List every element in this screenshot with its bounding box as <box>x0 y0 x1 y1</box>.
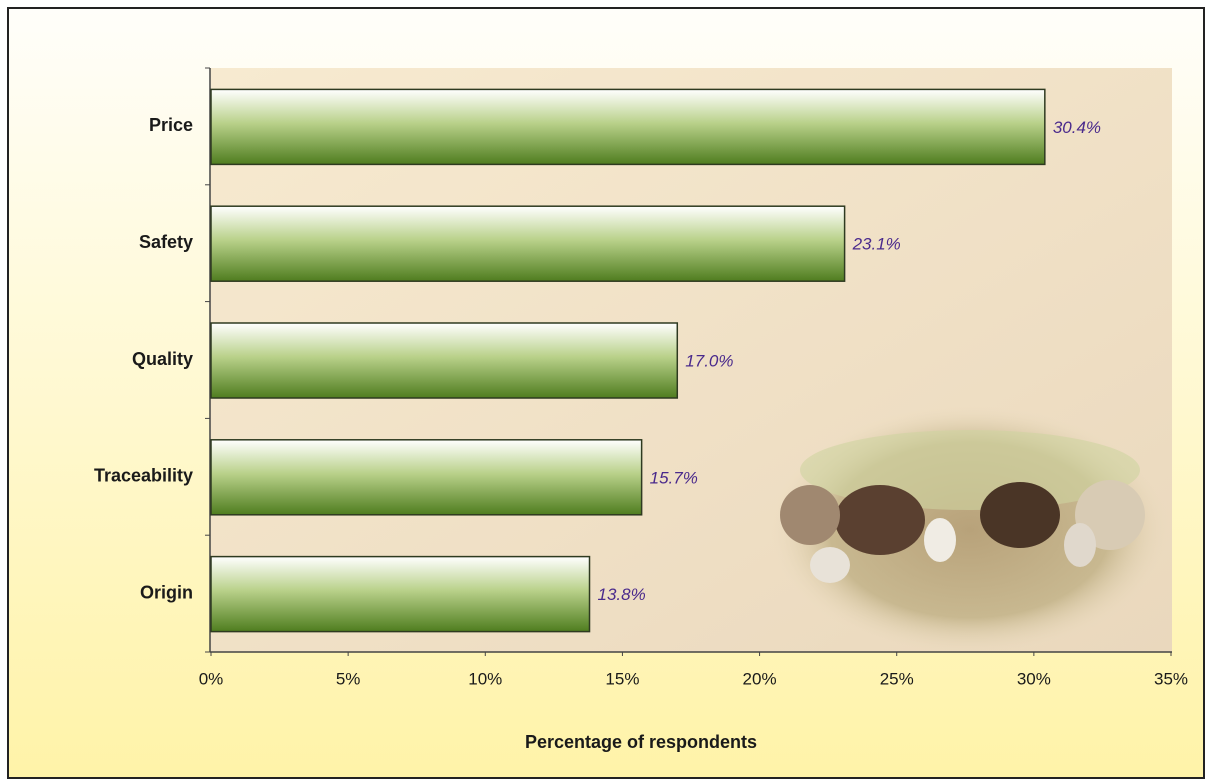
value-label: 23.1% <box>852 235 901 254</box>
x-tick-label: 10% <box>468 669 502 688</box>
y-tick-label: Quality <box>132 349 193 369</box>
value-label: 30.4% <box>1053 118 1101 137</box>
x-tick-label: 20% <box>743 669 777 688</box>
y-tick-label: Origin <box>140 582 193 602</box>
bar <box>210 322 679 399</box>
x-tick-label: 15% <box>605 669 639 688</box>
x-tick-label: 5% <box>336 669 361 688</box>
bar <box>210 88 1046 166</box>
bar <box>210 439 643 516</box>
x-tick-label: 30% <box>1017 669 1051 688</box>
x-axis-label: Percentage of respondents <box>525 732 757 752</box>
value-label: 15.7% <box>650 468 698 487</box>
x-tick-label: 25% <box>880 669 914 688</box>
photo <box>770 405 1170 655</box>
bar <box>210 555 591 633</box>
x-tick-label: 0% <box>199 669 224 688</box>
y-tick-label: Price <box>149 115 193 135</box>
bar <box>210 205 846 282</box>
value-label: 17.0% <box>685 351 733 370</box>
x-tick-label: 35% <box>1154 669 1188 688</box>
value-label: 13.8% <box>598 585 646 604</box>
y-tick-label: Safety <box>139 232 193 252</box>
y-tick-label: Traceability <box>94 466 193 486</box>
